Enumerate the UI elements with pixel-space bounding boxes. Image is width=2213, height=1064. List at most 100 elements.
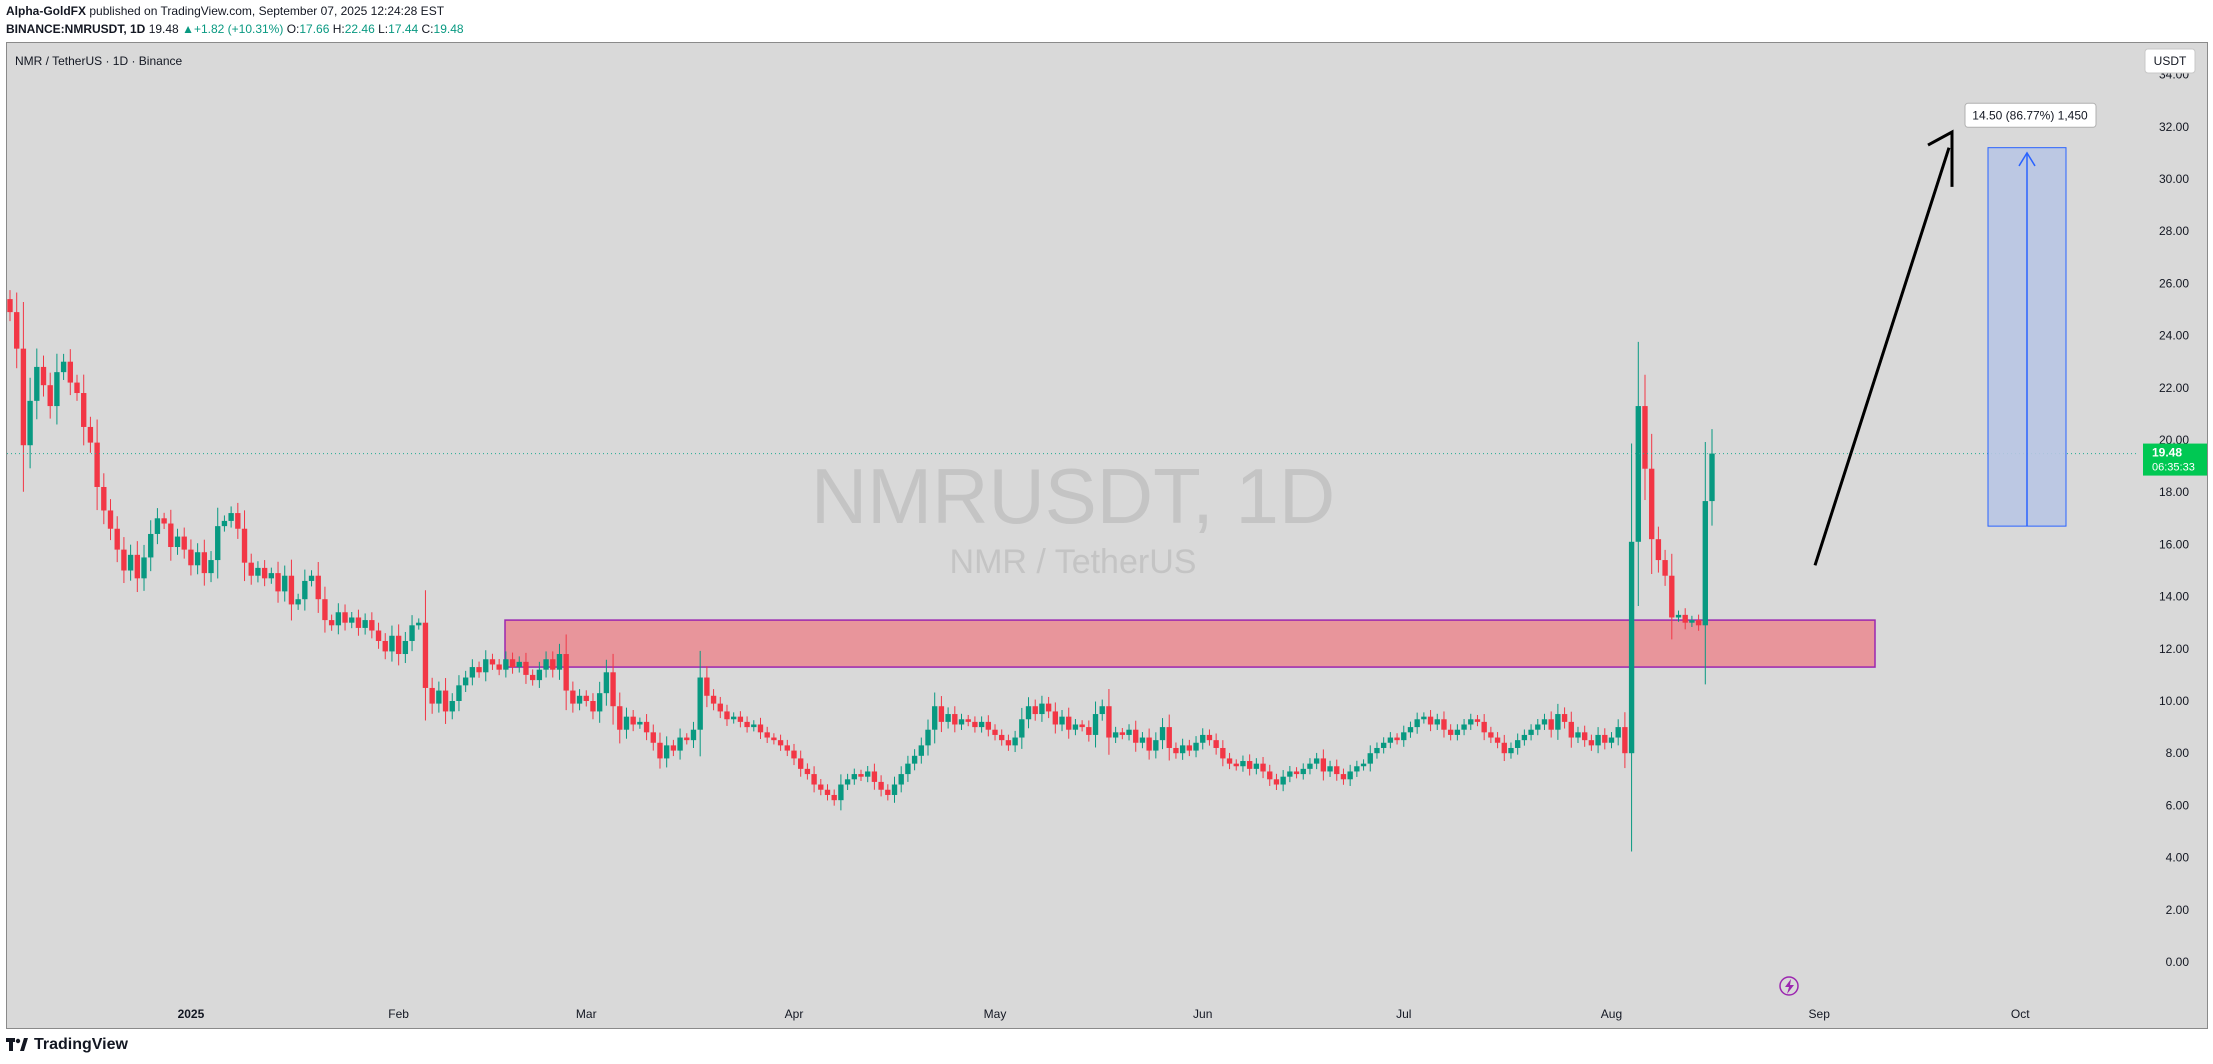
- candle: [992, 724, 998, 741]
- price-badge-price: 19.48: [2152, 446, 2182, 460]
- candle: [1206, 729, 1213, 746]
- candle-body: [47, 385, 53, 407]
- candle: [509, 652, 516, 674]
- candle: [844, 773, 851, 791]
- candlestick-chart[interactable]: NMR / TetherUS · 1D · Binance NMRUSDT, 1…: [7, 43, 2207, 1028]
- candle: [1414, 712, 1420, 734]
- candle: [1253, 758, 1260, 775]
- candle: [1273, 773, 1280, 791]
- candle-body: [1133, 729, 1139, 743]
- candle-body: [181, 536, 187, 550]
- currency-button[interactable]: USDT: [2144, 48, 2196, 74]
- candle: [1260, 756, 1266, 779]
- candle-body: [865, 771, 871, 777]
- y-tick-label: 20.00: [2159, 433, 2189, 447]
- candle-body: [1186, 745, 1193, 751]
- candle: [261, 560, 268, 587]
- candle-body: [1233, 763, 1239, 767]
- y-tick-label: 0.00: [2166, 955, 2190, 969]
- candle: [731, 712, 737, 724]
- candle-body: [1179, 745, 1186, 754]
- candle: [1555, 703, 1561, 740]
- candle: [1327, 760, 1333, 777]
- candle-body: [275, 573, 281, 592]
- candle-body: [570, 690, 576, 704]
- candle: [697, 650, 703, 757]
- candle: [1086, 720, 1092, 742]
- candle-body: [838, 784, 844, 801]
- candle: [429, 677, 435, 714]
- candle: [905, 755, 911, 782]
- candle-body: [932, 706, 938, 730]
- candle-body: [1548, 719, 1554, 730]
- candle: [824, 784, 831, 801]
- candle: [717, 696, 723, 719]
- candle-body: [1501, 742, 1507, 754]
- y-tick-label: 12.00: [2159, 642, 2189, 656]
- candle-body: [945, 714, 951, 722]
- candle-body: [858, 774, 864, 777]
- candle: [1300, 763, 1306, 780]
- candle-body: [1488, 732, 1494, 738]
- candle-body: [121, 549, 127, 571]
- candle: [1622, 712, 1628, 769]
- candle: [215, 507, 221, 579]
- candle: [1595, 727, 1601, 754]
- y-tick-label: 18.00: [2159, 485, 2189, 499]
- candle-body: [1045, 703, 1052, 712]
- candle-body: [811, 774, 817, 785]
- candle: [302, 569, 308, 611]
- candle-body: [349, 617, 355, 623]
- tradingview-logo[interactable]: TradingView: [6, 1036, 128, 1054]
- candle-body: [1240, 761, 1246, 767]
- candle: [268, 567, 275, 584]
- support-zone: [504, 619, 1876, 668]
- candle: [918, 737, 924, 764]
- candle-body: [798, 758, 804, 769]
- candle-body: [60, 361, 67, 373]
- candle-body: [101, 486, 107, 511]
- watermark-symbol: NMRUSDT, 1D: [811, 452, 1335, 540]
- candle-body: [215, 526, 221, 561]
- candle-body: [891, 784, 898, 795]
- candle: [328, 614, 335, 631]
- candle-body: [1005, 740, 1012, 746]
- candle: [1447, 724, 1454, 741]
- candle-body: [288, 575, 295, 605]
- candle-body: [1380, 742, 1387, 748]
- candle-body: [1655, 539, 1662, 561]
- candle: [704, 666, 710, 708]
- chart-frame[interactable]: NMR / TetherUS · 1D · Binance NMRUSDT, 1…: [6, 42, 2208, 1029]
- candle: [1240, 755, 1246, 772]
- candle: [650, 724, 656, 751]
- candle-body: [623, 716, 630, 730]
- candle: [409, 615, 415, 652]
- x-tick-label: Jul: [1396, 1007, 1411, 1021]
- candle: [255, 561, 261, 583]
- candle: [462, 670, 469, 692]
- candle-body: [389, 635, 395, 652]
- candle-body: [268, 573, 275, 579]
- candle-body: [1387, 737, 1394, 743]
- author-name[interactable]: Alpha-GoldFX: [6, 4, 86, 18]
- candle: [596, 681, 603, 723]
- candle: [1039, 695, 1045, 722]
- candle-body: [1682, 614, 1688, 623]
- candle-body: [1541, 719, 1548, 725]
- candle: [342, 604, 348, 631]
- candle-body: [1421, 716, 1427, 720]
- candle: [489, 653, 496, 670]
- candle: [1012, 730, 1018, 753]
- candle-body: [1347, 771, 1353, 780]
- candle: [677, 728, 683, 760]
- candle: [1635, 341, 1641, 606]
- candle: [623, 707, 630, 739]
- candle-body: [603, 672, 610, 694]
- candle-body: [516, 661, 522, 668]
- candle: [804, 763, 811, 780]
- low-label: L:: [378, 22, 389, 36]
- candle-body: [536, 669, 543, 681]
- high-label: H:: [332, 22, 345, 36]
- candle-body: [710, 695, 717, 704]
- candle: [402, 631, 409, 664]
